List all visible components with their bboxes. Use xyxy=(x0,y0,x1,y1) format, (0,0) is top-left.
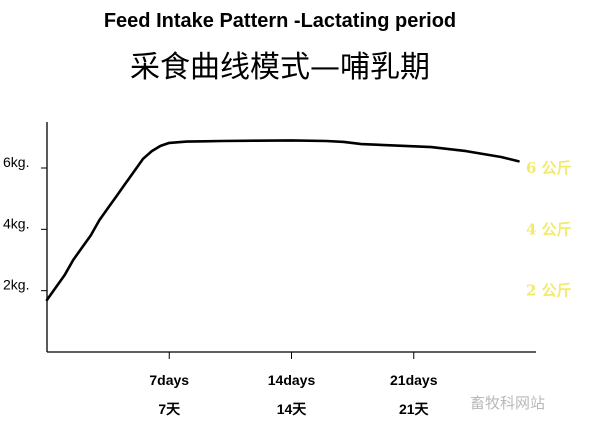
right-label-2: 2 公斤 xyxy=(526,282,572,300)
x-tick-label-21: 21days xyxy=(390,372,438,388)
x-tick-label-7: 7days xyxy=(149,372,189,388)
watermark-text: 畜牧科网站 xyxy=(470,394,546,412)
x-tick-label-zh-21: 21天 xyxy=(399,401,430,417)
right-label-4: 4 公斤 xyxy=(526,220,572,238)
right-label-6: 6 公斤 xyxy=(526,159,572,177)
chart-title: Feed Intake Pattern -Lactating period xyxy=(103,10,457,32)
chart-subtitle: 采食曲线模式—哺乳期 xyxy=(130,50,430,85)
y-tick-label-2: 2kg. xyxy=(3,277,29,293)
x-tick-label-zh-14: 14天 xyxy=(277,401,308,417)
y-tick-label-4: 4kg. xyxy=(3,215,29,231)
series-layer xyxy=(45,139,520,302)
x-tick-label-zh-7: 7天 xyxy=(158,401,181,417)
axes xyxy=(46,122,536,353)
series-line-0 xyxy=(45,139,520,302)
y-tick-label-6: 6kg. xyxy=(3,154,29,170)
axis-labels: 6kg. 4kg. 2kg. 6 公斤 4 公斤 2 公斤 7days 7天 14days 14天… xyxy=(3,154,572,417)
ticks xyxy=(41,167,415,359)
x-tick-label-14: 14days xyxy=(268,372,316,388)
